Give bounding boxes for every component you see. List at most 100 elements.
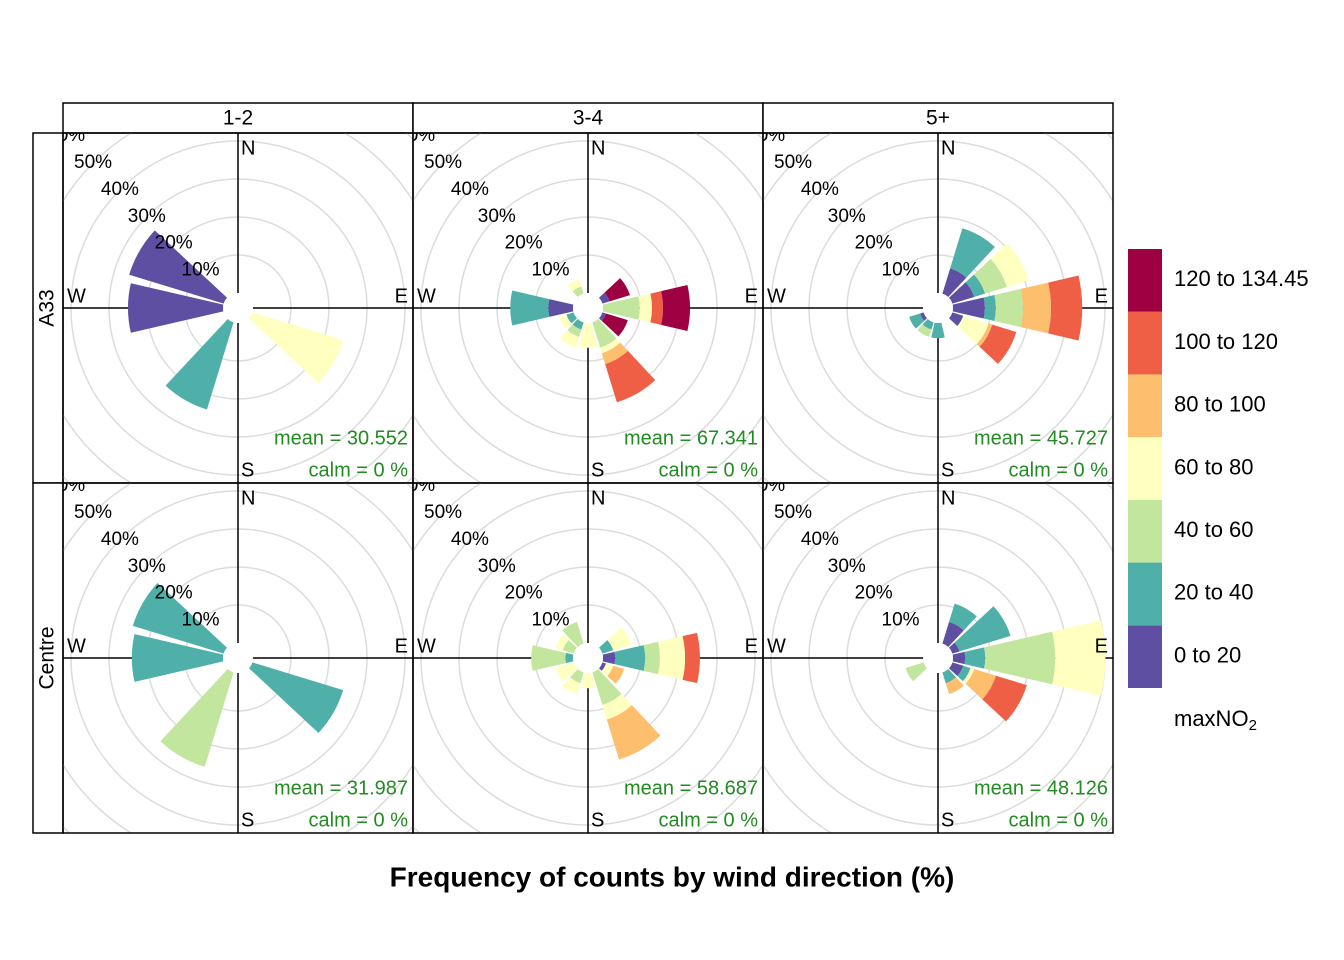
column-strip-label: 3-4 xyxy=(573,107,604,130)
wedge-segment xyxy=(160,668,234,767)
panel-annotation: calm = 0 % xyxy=(659,809,759,831)
wedge-segment xyxy=(572,318,584,330)
radial-tick-label: 20% xyxy=(855,583,893,604)
radial-tick-label: 60% xyxy=(47,125,85,146)
wedge-segment xyxy=(562,639,578,654)
radial-tick-label: 30% xyxy=(128,206,166,227)
wedge-segment xyxy=(601,663,614,677)
compass-label: E xyxy=(1095,285,1108,307)
radial-tick-label: 30% xyxy=(828,556,866,577)
center-hole xyxy=(573,293,603,323)
legend-swatch xyxy=(1128,437,1162,500)
wedge-segment xyxy=(604,278,630,302)
x-axis-label: Frequency of counts by wind direction (%… xyxy=(390,861,955,892)
radial-tick-label: 20% xyxy=(505,233,543,254)
panel-border xyxy=(762,482,1114,834)
wedge-segment xyxy=(948,642,960,654)
legend-swatch xyxy=(1128,562,1162,626)
panel-annotation: mean = 30.552 xyxy=(274,427,408,449)
legend-label: 120 to 134.45 xyxy=(1174,266,1309,291)
wedge-segment xyxy=(1048,275,1083,341)
radial-tick-label: 10% xyxy=(532,610,570,631)
column-strip xyxy=(412,102,764,134)
wedge-segment xyxy=(948,282,975,304)
wedge-segment xyxy=(1052,620,1106,696)
wedge-segment xyxy=(658,636,686,680)
compass-label: N xyxy=(941,487,955,509)
wedge-segment xyxy=(592,668,622,706)
radial-tick-label: 50% xyxy=(424,502,462,523)
radial-tick-label: 20% xyxy=(155,583,193,604)
wedge-segment xyxy=(602,693,632,720)
wedge-segment xyxy=(920,312,928,321)
column-strip xyxy=(62,102,414,134)
radial-tick-label: 40% xyxy=(101,179,139,200)
wedge-segment xyxy=(614,645,646,671)
column-strip-label: 5+ xyxy=(926,107,950,130)
wedge-segment xyxy=(909,313,925,329)
wedge-segment xyxy=(567,324,582,337)
wedge-segment xyxy=(957,315,989,345)
wedge-segment xyxy=(602,296,640,320)
column-strip-label: 1-2 xyxy=(223,107,253,130)
radial-tick-label: 10% xyxy=(532,260,570,281)
radial-tick-label: 30% xyxy=(828,206,866,227)
panel-annotation: calm = 0 % xyxy=(659,459,759,481)
row-strip xyxy=(32,482,64,834)
compass-label: E xyxy=(745,635,758,657)
radial-tick-label: 50% xyxy=(774,502,812,523)
compass-label: W xyxy=(67,285,86,307)
wedge-segment xyxy=(601,342,629,365)
compass-label: W xyxy=(767,635,786,657)
wedge-segment xyxy=(248,312,344,384)
legend-label: 40 to 60 xyxy=(1174,517,1254,542)
wedge-segment xyxy=(905,662,928,682)
wedge-segment xyxy=(638,293,653,323)
wedge-segment xyxy=(965,274,986,297)
wedge-segment xyxy=(559,314,572,329)
compass-label: S xyxy=(591,459,604,481)
radial-tick-label: 10% xyxy=(882,610,920,631)
radial-tick-label: 60% xyxy=(397,475,435,496)
legend-label: 0 to 20 xyxy=(1174,642,1241,667)
wedge-segment xyxy=(581,672,595,689)
radial-tick-label: 10% xyxy=(182,260,220,281)
compass-label: W xyxy=(417,635,436,657)
radial-tick-label: 30% xyxy=(128,556,166,577)
wedge-segment xyxy=(607,665,625,684)
wedge-segment xyxy=(598,312,606,321)
wedge-segment xyxy=(994,288,1023,328)
wedge-segment xyxy=(598,292,610,304)
legend-swatch xyxy=(1128,249,1162,312)
panel-annotation: mean = 31.987 xyxy=(274,777,408,799)
compass-label: E xyxy=(1095,635,1108,657)
wedge-segment xyxy=(601,313,628,337)
panel-annotation: mean = 58.687 xyxy=(624,777,758,799)
wedge-segment xyxy=(945,677,964,695)
wedge-segment xyxy=(954,606,1011,652)
wedge-segment xyxy=(973,258,1007,294)
center-hole xyxy=(923,643,953,673)
radial-tick-label: 10% xyxy=(882,260,920,281)
panel-annotation: calm = 0 % xyxy=(309,459,409,481)
panel-annotation: calm = 0 % xyxy=(309,809,409,831)
wedge-segment xyxy=(948,312,964,327)
wedge-segment xyxy=(567,279,582,292)
compass-label: N xyxy=(591,487,605,509)
panel-annotation: calm = 0 % xyxy=(1009,809,1109,831)
legend-label: 60 to 80 xyxy=(1174,454,1254,479)
legend-swatch xyxy=(1128,625,1162,688)
radial-tick-label: 50% xyxy=(74,502,112,523)
radial-tick-label: 60% xyxy=(747,475,785,496)
legend-swatch xyxy=(1128,311,1162,375)
wedge-segment xyxy=(982,675,1027,722)
legend-label: 100 to 120 xyxy=(1174,329,1278,354)
legend-swatch xyxy=(1128,374,1162,438)
wedge-segment xyxy=(661,285,691,331)
wedge-segment xyxy=(572,286,584,298)
